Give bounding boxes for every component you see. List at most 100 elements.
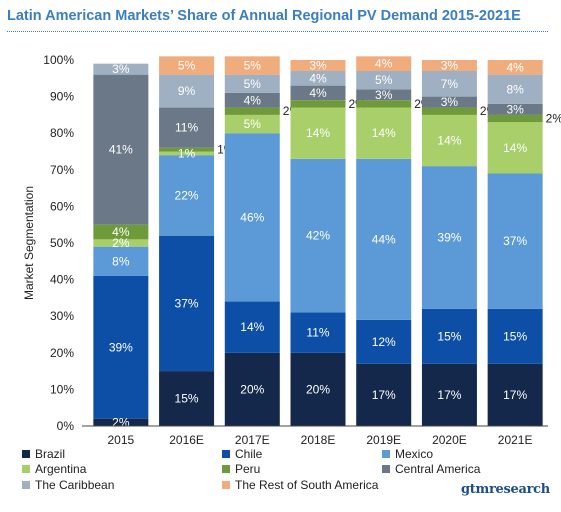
data-label: 14% [306, 126, 330, 140]
bar-segment-the-caribbean [290, 70, 346, 86]
data-label: 3% [441, 58, 459, 72]
bar-segment-argentina [421, 114, 477, 167]
data-label: 2% [112, 415, 130, 429]
data-label: 4% [506, 60, 524, 74]
y-axis-title: Market Segmentation [22, 186, 36, 300]
data-label: 46% [240, 210, 264, 224]
data-label: 7% [441, 77, 459, 91]
bar-segment-chile [356, 319, 412, 364]
data-label: 5% [244, 117, 262, 131]
data-label: 5% [178, 58, 196, 72]
data-label: 11% [306, 326, 329, 340]
bar-segment-the-caribbean [159, 74, 215, 108]
bar-segment-peru [421, 107, 477, 115]
bar-segment-peru [159, 147, 215, 152]
data-label: 3% [309, 58, 327, 72]
x-tick-label: 2019E [366, 433, 401, 447]
data-label: 15% [503, 329, 527, 343]
bar-segment-peru [356, 100, 412, 108]
bar-segment-peru [487, 114, 543, 123]
bar-segment-brazil [356, 363, 412, 426]
y-tick-label: 100% [43, 53, 74, 67]
data-label: 14% [372, 126, 396, 140]
data-label: 39% [437, 231, 461, 245]
x-tick-label: 2018E [301, 433, 336, 447]
bar-segment-peru [224, 107, 280, 115]
bar-segment-brazil [159, 371, 215, 426]
x-tick-label: 2017E [235, 433, 270, 447]
data-label: 20% [306, 382, 330, 396]
x-tick-label: 2021E [498, 433, 533, 447]
data-label: 8% [506, 82, 524, 96]
bar-segment-brazil [421, 363, 477, 426]
bar-segment-chile [159, 235, 215, 372]
y-tick-label: 30% [50, 309, 74, 323]
bar-segment-central-america [224, 92, 280, 108]
y-tick-label: 50% [50, 236, 74, 250]
bar-segment-brazil [487, 363, 543, 426]
data-label: 17% [503, 388, 527, 402]
bar-segment-the-rest-of-south-america [421, 60, 477, 71]
data-label: 22% [175, 188, 199, 202]
data-label: 4% [309, 71, 327, 85]
bar-segment-central-america [93, 74, 149, 225]
bar-segment-brazil [224, 352, 280, 426]
data-label: 11% [175, 121, 198, 135]
brand-logo: gtmresearch [461, 482, 550, 497]
data-label: 2% [112, 236, 130, 250]
bar-segment-central-america [421, 96, 477, 108]
bar-segment-the-caribbean [93, 63, 149, 75]
data-label: 4% [375, 57, 393, 71]
data-label: 15% [437, 329, 461, 343]
data-label: 1% [178, 146, 196, 160]
data-label: 5% [244, 58, 262, 72]
data-label: 3% [375, 88, 393, 102]
bar-segment-chile [290, 312, 346, 353]
bar-segment-argentina [290, 107, 346, 159]
chart-title: Latin American Markets’ Share of Annual … [7, 8, 521, 24]
bar-segment-central-america [159, 107, 215, 148]
x-tick-label: 2015 [108, 433, 135, 447]
data-label: 14% [240, 320, 264, 334]
data-label: 41% [109, 143, 133, 157]
bar-segment-argentina [356, 107, 412, 159]
bar-segment-peru [290, 100, 346, 108]
data-label: 15% [175, 392, 199, 406]
data-label: 42% [306, 229, 330, 243]
data-label: 20% [240, 382, 264, 396]
data-label: 4% [309, 86, 327, 100]
data-label: 3% [441, 95, 459, 109]
bar-segment-chile [421, 308, 477, 364]
data-label: 44% [372, 232, 396, 246]
bar-segment-mexico [421, 166, 477, 309]
data-label: 4% [112, 225, 130, 239]
y-tick-label: 10% [50, 382, 74, 396]
data-label: 3% [506, 102, 524, 116]
data-label: 2% [546, 112, 561, 126]
y-tick-label: 20% [50, 346, 74, 360]
bar-segment-central-america [487, 103, 543, 115]
data-label: 17% [372, 388, 396, 402]
bar-segment-argentina [93, 239, 149, 247]
bar-segment-brazil [290, 352, 346, 426]
bar-segment-the-rest-of-south-america [224, 56, 280, 75]
bar-segment-mexico [356, 158, 412, 320]
bar-segment-the-caribbean [487, 74, 543, 104]
bar-segment-central-america [290, 85, 346, 101]
data-label: 5% [375, 73, 393, 87]
data-label: 5% [244, 77, 262, 91]
y-tick-label: 60% [50, 199, 74, 213]
data-label: 9% [178, 84, 196, 98]
data-label: 12% [372, 335, 396, 349]
bar-segment-argentina [487, 122, 543, 174]
data-label: 3% [112, 62, 130, 76]
bar-segment-mexico [93, 246, 149, 276]
bar-segment-mexico [224, 133, 280, 302]
data-label: 14% [437, 134, 461, 148]
x-tick-label: 2016E [169, 433, 204, 447]
data-label: 37% [503, 234, 527, 248]
data-label: 14% [503, 141, 527, 155]
bar-segment-chile [224, 301, 280, 353]
y-tick-label: 40% [50, 273, 74, 287]
data-label: 37% [175, 296, 199, 310]
